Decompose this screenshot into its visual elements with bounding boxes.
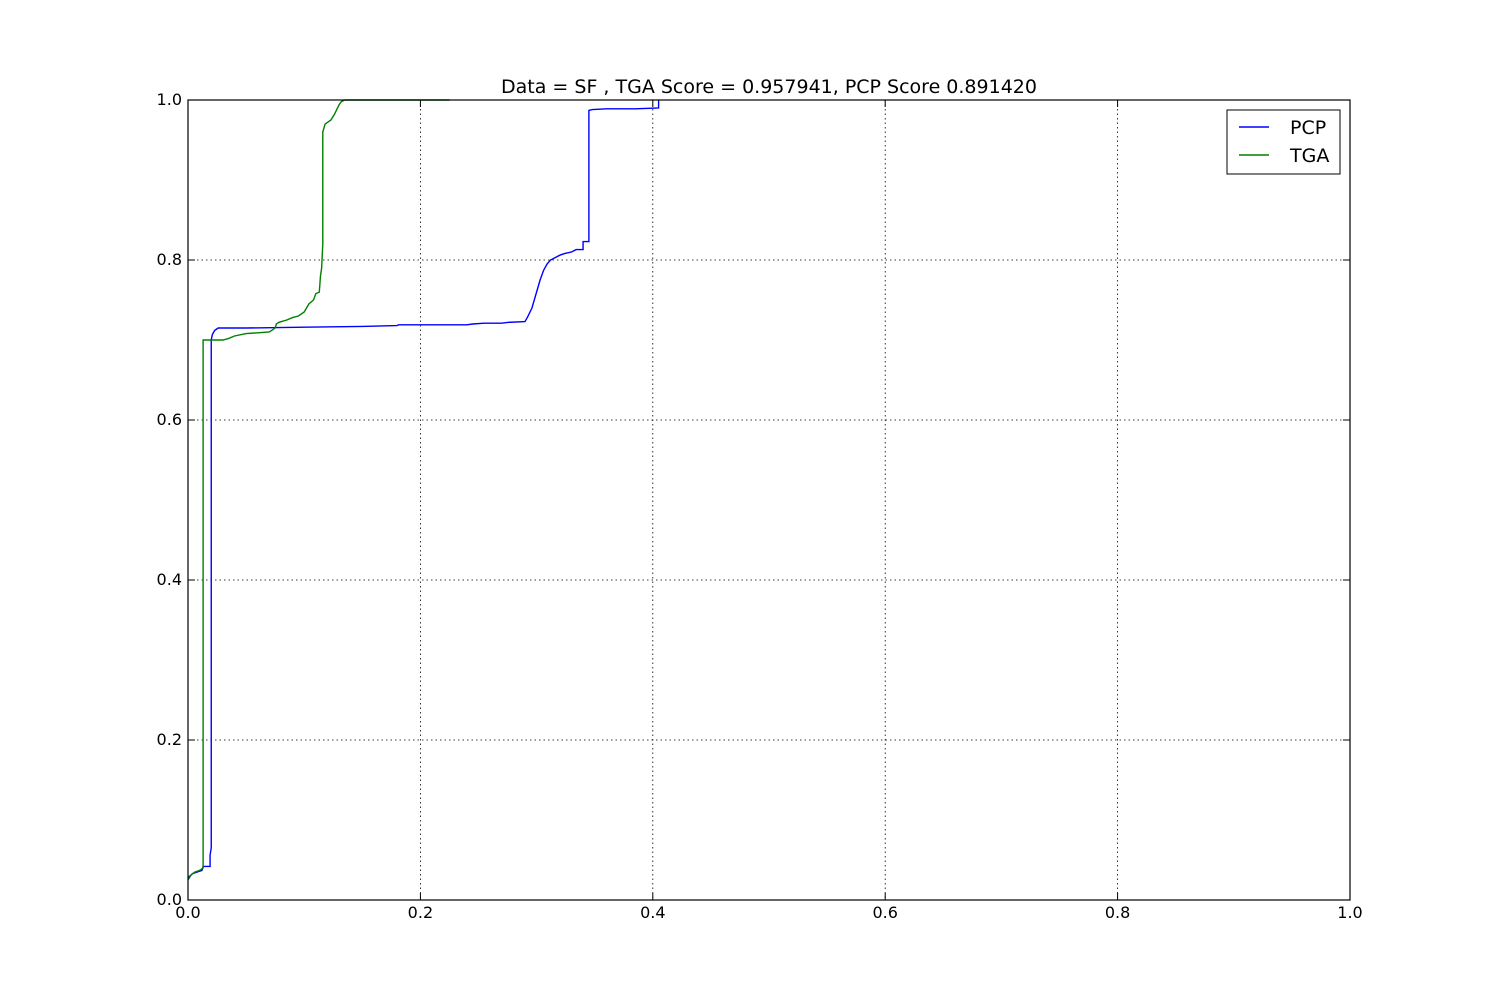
legend-label-tga: TGA bbox=[1289, 145, 1329, 167]
x-tick-label: 0.0 bbox=[175, 903, 200, 922]
grid-lines bbox=[188, 100, 1350, 900]
y-tick-label: 1.0 bbox=[157, 90, 182, 109]
x-tick-label: 0.6 bbox=[872, 903, 897, 922]
y-tick-label: 0.0 bbox=[157, 890, 182, 909]
x-tick-label: 0.8 bbox=[1105, 903, 1130, 922]
legend-box bbox=[1226, 109, 1341, 175]
y-tick-label: 0.4 bbox=[157, 570, 182, 589]
x-tick-label: 0.2 bbox=[408, 903, 433, 922]
y-tick-label: 0.8 bbox=[157, 250, 182, 269]
legend: PCP TGA bbox=[1226, 109, 1341, 175]
chart-title: Data = SF , TGA Score = 0.957941, PCP Sc… bbox=[501, 76, 1037, 98]
y-tick-label: 0.2 bbox=[157, 730, 182, 749]
axis-ticks: 0.0 0.2 0.4 0.6 0.8 1.0 0.0 0.2 0.4 0.6 0.8 1.0 bbox=[157, 90, 1363, 922]
plot-frame bbox=[187, 99, 1351, 901]
series-lines bbox=[187, 99, 660, 881]
legend-label-pcp: PCP bbox=[1290, 117, 1326, 139]
x-tick-label: 1.0 bbox=[1337, 903, 1362, 922]
series-line-tga bbox=[187, 99, 450, 881]
x-tick-label: 0.4 bbox=[640, 903, 665, 922]
y-tick-label: 0.6 bbox=[157, 410, 182, 429]
series-line-pcp bbox=[187, 100, 660, 879]
